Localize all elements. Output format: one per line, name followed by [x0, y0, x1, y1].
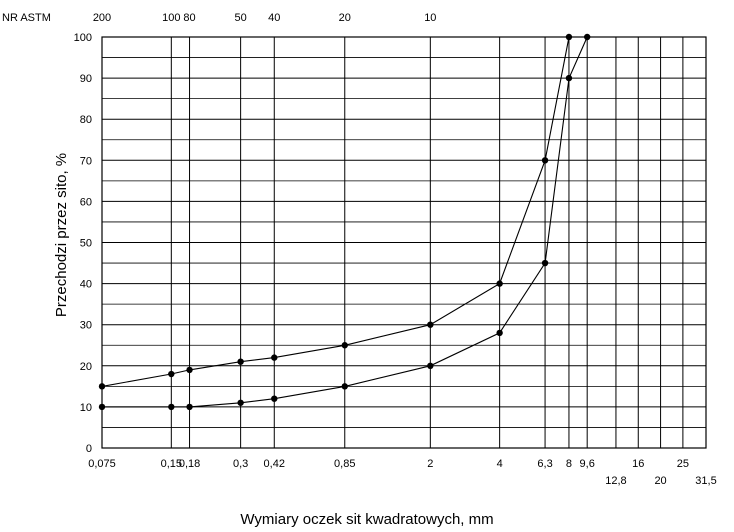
astm-tick-label: 50: [234, 12, 246, 24]
y-tick-label: 10: [80, 402, 92, 414]
data-point: [541, 157, 549, 164]
tick-labels: 0 10 20 30 40 50 60 70 80 90 100 0,075 0,150,18 0,3 0,…: [74, 12, 717, 487]
series-line-2: [101, 36, 570, 387]
astm-tick-label: 20: [339, 12, 351, 24]
data-point: [186, 366, 193, 374]
y-tick-label: 100: [74, 32, 92, 44]
data-point: [565, 33, 573, 41]
data-point: [565, 74, 573, 82]
data-point: [271, 354, 278, 361]
data-point: [541, 259, 549, 267]
plot-frame: [101, 36, 707, 449]
x-tick-label: 2: [427, 458, 433, 470]
y-tick-label: 50: [80, 238, 92, 250]
data-point: [237, 358, 244, 365]
astm-tick-label: 80: [183, 12, 195, 24]
y-tick-label: 70: [80, 155, 92, 167]
data-point: [271, 395, 278, 402]
x-tick-label: 0,3: [233, 458, 248, 470]
x-tick-label: 25: [677, 458, 689, 470]
y-tick-label: 0: [86, 443, 92, 455]
x-tick-label: 0,075: [88, 458, 116, 470]
y-tick-label: 20: [80, 361, 92, 373]
x-tick-label: 12,8: [605, 475, 626, 487]
x-tick-label: 4: [497, 458, 503, 470]
y-tick-label: 30: [80, 320, 92, 332]
x-tick-label: 16: [632, 458, 644, 470]
x-tick-label: 31,5: [695, 475, 716, 487]
y-tick-label: 90: [80, 73, 92, 85]
astm-tick-label: 200: [93, 12, 111, 24]
data-point: [496, 280, 503, 287]
y-tick-label: 60: [80, 196, 92, 208]
data-point: [168, 403, 175, 411]
x-tick-label: 9,6: [580, 458, 595, 470]
data-point: [98, 403, 106, 411]
x-tick-label: 20: [654, 475, 666, 487]
x-axis-title: Wymiary oczek sit kwadratowych, mm: [240, 511, 493, 528]
astm-tick-label: 10: [424, 12, 436, 24]
data-point: [186, 403, 193, 411]
astm-tick-label: 100: [162, 12, 180, 24]
data-point: [341, 383, 348, 390]
y-tick-label: 40: [80, 279, 92, 291]
data-point: [427, 362, 434, 369]
y-tick-label: 80: [80, 114, 92, 126]
data-point: [237, 399, 244, 406]
data-point: [583, 33, 591, 41]
y-axis-title: Przechodzi przez sito, %: [53, 153, 70, 317]
data-point: [168, 370, 175, 378]
gradation-curves: [98, 33, 591, 411]
data-point: [496, 329, 503, 337]
astm-tick-label: 40: [268, 12, 280, 24]
x-tick-label: 8: [566, 458, 572, 470]
x-tick-label: 6,3: [537, 458, 552, 470]
x-tick-label: 0,85: [334, 458, 355, 470]
grid: [101, 36, 707, 449]
data-point: [427, 321, 434, 328]
data-point: [341, 342, 348, 349]
x-tick-label: 0,42: [264, 458, 285, 470]
data-point: [98, 383, 106, 390]
x-tick-label: 0,15: [161, 458, 182, 470]
x-tick-label: 0,18: [179, 458, 200, 470]
astm-axis-label: NR ASTM: [2, 12, 51, 24]
